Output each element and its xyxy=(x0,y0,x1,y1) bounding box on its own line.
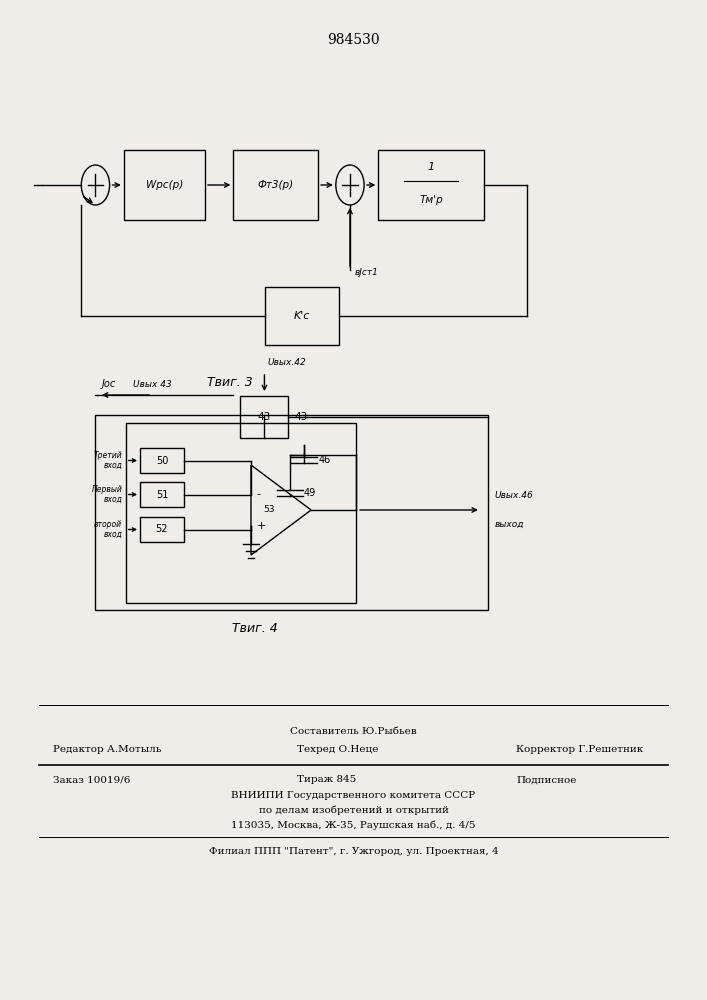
Text: Заказ 10019/6: Заказ 10019/6 xyxy=(53,776,130,784)
Bar xyxy=(95,415,488,610)
Text: Uвых.46: Uвых.46 xyxy=(495,491,534,500)
Text: ВНИИПИ Государственного комитета СССР: ВНИИПИ Государственного комитета СССР xyxy=(231,790,476,800)
Bar xyxy=(126,423,356,603)
Text: Фт3(р): Фт3(р) xyxy=(257,180,294,190)
Text: по делам изобретений и открытий: по делам изобретений и открытий xyxy=(259,805,448,815)
Text: Τвиг. 4: Τвиг. 4 xyxy=(232,621,277,635)
Text: 50: 50 xyxy=(156,456,168,466)
Text: Редактор А.Мотыль: Редактор А.Мотыль xyxy=(53,746,161,754)
Text: Тираж 845: Тираж 845 xyxy=(297,776,356,784)
Text: Подписное: Подписное xyxy=(516,776,576,784)
Text: выход: выход xyxy=(495,520,525,529)
Text: 984530: 984530 xyxy=(327,33,380,47)
Text: Составитель Ю.Рыбьев: Составитель Ю.Рыбьев xyxy=(290,728,417,736)
Text: 52: 52 xyxy=(156,524,168,534)
Text: 49: 49 xyxy=(304,488,316,498)
Bar xyxy=(233,150,318,220)
Bar xyxy=(240,396,288,438)
Text: Wрс(р): Wрс(р) xyxy=(146,180,183,190)
Text: Tм'р: Tм'р xyxy=(419,195,443,205)
Text: K'c: K'c xyxy=(294,311,310,321)
Text: 43: 43 xyxy=(258,412,271,422)
Text: Τвиг. 3: Τвиг. 3 xyxy=(207,376,252,389)
Text: второй
вход: второй вход xyxy=(94,520,122,539)
Text: Техред О.Неце: Техред О.Неце xyxy=(297,746,378,754)
Text: 1: 1 xyxy=(428,162,435,172)
Text: 53: 53 xyxy=(264,506,275,514)
Text: 51: 51 xyxy=(156,490,168,500)
Text: Uвых.42: Uвых.42 xyxy=(268,358,307,367)
Text: Первый
вход: Первый вход xyxy=(91,485,122,504)
Text: 46: 46 xyxy=(318,455,330,465)
Text: Jос: Jос xyxy=(101,379,115,389)
Bar xyxy=(140,482,184,507)
Text: +: + xyxy=(257,521,266,531)
Text: Третий
вход: Третий вход xyxy=(93,451,122,470)
Bar xyxy=(140,448,184,473)
Bar xyxy=(378,150,484,220)
Text: -: - xyxy=(257,489,261,499)
Text: 113035, Москва, Ж-35, Раушская наб., д. 4/5: 113035, Москва, Ж-35, Раушская наб., д. … xyxy=(231,820,476,830)
Text: Uвых 43: Uвых 43 xyxy=(133,380,172,389)
Text: 43: 43 xyxy=(294,412,308,422)
Text: вJст1: вJст1 xyxy=(355,268,379,277)
Bar xyxy=(265,287,339,345)
Text: Филиал ППП "Патент", г. Ужгород, ул. Проектная, 4: Филиал ППП "Патент", г. Ужгород, ул. Про… xyxy=(209,848,498,856)
Bar xyxy=(124,150,205,220)
Bar xyxy=(140,517,184,542)
Text: Корректор Г.Решетник: Корректор Г.Решетник xyxy=(516,746,643,754)
